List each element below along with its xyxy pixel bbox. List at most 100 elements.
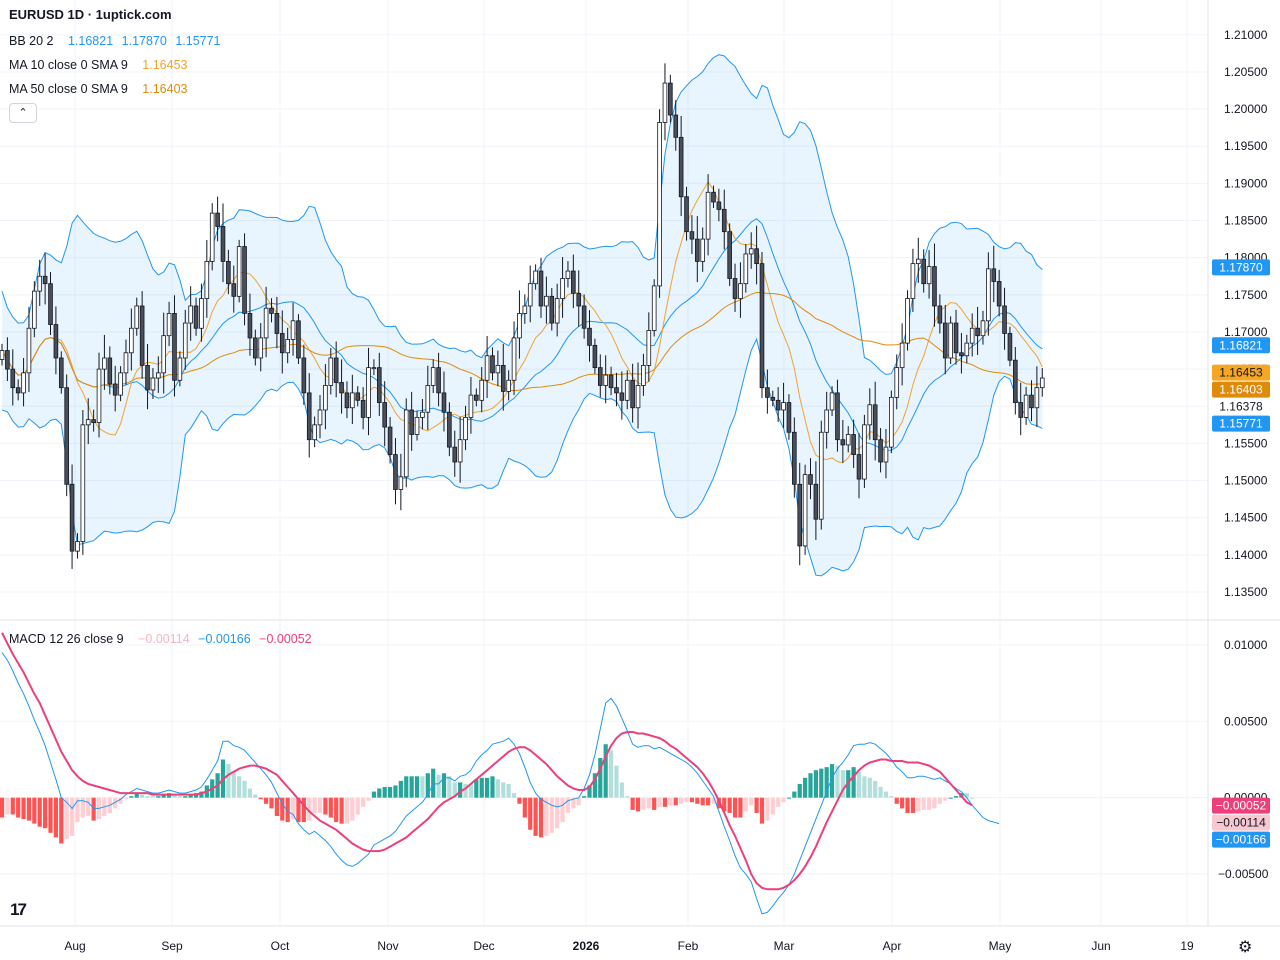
- macd-histogram-bar: [134, 793, 139, 798]
- macd-histogram-bar: [339, 797, 344, 824]
- candle-body: [242, 246, 247, 314]
- candle-body: [269, 307, 274, 314]
- price-badge: 1.16378: [1219, 400, 1263, 414]
- candle-body: [743, 253, 749, 285]
- macd-badge: −0.00114: [1216, 816, 1266, 830]
- candle-body: [899, 342, 905, 369]
- candle-body: [102, 357, 107, 370]
- candle-body: [37, 275, 43, 292]
- macd-histogram-bar: [237, 776, 242, 798]
- candle-body: [53, 324, 59, 359]
- candle-body: [705, 191, 711, 240]
- tradingview-logo-icon[interactable]: 17: [10, 900, 27, 919]
- price-badge-bg: [1212, 364, 1270, 381]
- candle-body: [862, 424, 867, 480]
- macd-histogram-bar: [511, 793, 517, 798]
- candle-body: [571, 270, 576, 294]
- macd-histogram-bar: [517, 797, 522, 804]
- candle-body: [845, 434, 851, 446]
- candle-body: [597, 367, 603, 386]
- candle-body: [651, 285, 657, 331]
- time-tick-label: Feb: [678, 939, 699, 953]
- candle-body: [905, 298, 910, 344]
- candle-body: [695, 238, 700, 262]
- macd-histogram-bar: [587, 785, 592, 798]
- candle-body: [490, 355, 495, 374]
- candle-body: [792, 431, 797, 485]
- candle-body: [673, 114, 679, 138]
- macd-histogram-bar: [123, 797, 129, 800]
- macd-histogram-bar: [635, 797, 641, 812]
- candle-body: [80, 424, 86, 542]
- candle-body: [393, 454, 398, 490]
- price-badge: 1.16821: [1219, 338, 1263, 352]
- candle-body: [689, 231, 695, 240]
- time-tick-label: Jun: [1091, 939, 1110, 953]
- candle-body: [1034, 387, 1040, 409]
- candle-body: [533, 270, 538, 285]
- macd-histogram-bar: [625, 796, 630, 798]
- candle-body: [447, 411, 452, 448]
- candle-body: [506, 379, 511, 392]
- macd-histogram-bar: [253, 794, 258, 798]
- macd-histogram-bar: [129, 796, 134, 798]
- legend-bb[interactable]: BB 20 2 1.16821 1.17870 1.15771: [9, 33, 221, 49]
- candle-body: [678, 136, 684, 198]
- macd-histogram-bar: [414, 776, 420, 798]
- candle-body: [1018, 402, 1024, 418]
- gear-icon[interactable]: ⚙: [1238, 939, 1253, 956]
- macd-histogram-bar: [549, 797, 554, 833]
- legend-ma50[interactable]: MA 50 close 0 SMA 9 1.16403: [9, 81, 187, 97]
- macd-histogram-bar: [91, 797, 96, 821]
- legend-macd[interactable]: MACD 12 26 close 9 −0.00114 −0.00166 −0.…: [9, 631, 312, 647]
- macd-histogram-bar: [231, 771, 236, 798]
- macd-histogram-bar: [781, 797, 786, 803]
- legend-ma10[interactable]: MA 10 close 0 SMA 9 1.16453: [9, 57, 187, 73]
- macd-histogram-bar: [26, 797, 32, 821]
- candle-body: [581, 305, 587, 329]
- macd-histogram-bar: [118, 797, 123, 804]
- candle-body: [872, 404, 878, 441]
- candle-body: [204, 260, 210, 299]
- time-tick-label: Nov: [377, 939, 398, 953]
- candle-body: [253, 337, 258, 359]
- macd-histogram-bar: [463, 783, 468, 798]
- candle-body: [748, 248, 754, 255]
- candle-body: [91, 419, 96, 424]
- macd-histogram-bar: [468, 783, 474, 798]
- macd-histogram-bar: [21, 797, 26, 820]
- macd-histogram-bar: [538, 797, 544, 838]
- macd-hist-value: −0.00114: [138, 632, 190, 646]
- candle-body: [339, 382, 344, 394]
- candle-body: [296, 320, 301, 359]
- bb-label: BB 20 2: [9, 34, 54, 48]
- candle-body: [630, 379, 635, 409]
- candle-body: [614, 387, 619, 394]
- price-tick-label: 1.15000: [1224, 474, 1268, 488]
- candle-body: [118, 372, 123, 396]
- collapse-legend-button[interactable]: ⌃: [9, 103, 37, 123]
- macd-histogram-bar: [452, 782, 457, 798]
- macd-histogram-bar: [377, 788, 382, 798]
- signal-line: [1, 632, 973, 891]
- macd-histogram-bar: [501, 782, 506, 798]
- macd-histogram-bar: [786, 797, 792, 799]
- macd-histogram-bar: [522, 797, 527, 818]
- candle-body: [355, 392, 361, 401]
- time-tick-label: Aug: [64, 939, 85, 953]
- macd-histogram-bar: [964, 793, 969, 798]
- candle-body: [603, 374, 608, 386]
- macd-histogram-bar: [328, 797, 333, 818]
- macd-histogram-bar: [835, 765, 840, 798]
- macd-histogram-bar: [937, 797, 942, 804]
- macd-histogram-bar: [921, 797, 926, 810]
- candle-body: [565, 270, 571, 279]
- price-tick-label: 1.20000: [1224, 102, 1268, 116]
- candle-body: [344, 392, 350, 409]
- candle-body: [635, 385, 641, 409]
- price-tick-label: 1.20500: [1224, 65, 1268, 79]
- candle-body: [716, 201, 722, 210]
- macd-histogram-bar: [970, 797, 975, 799]
- macd-histogram-bar: [285, 797, 290, 823]
